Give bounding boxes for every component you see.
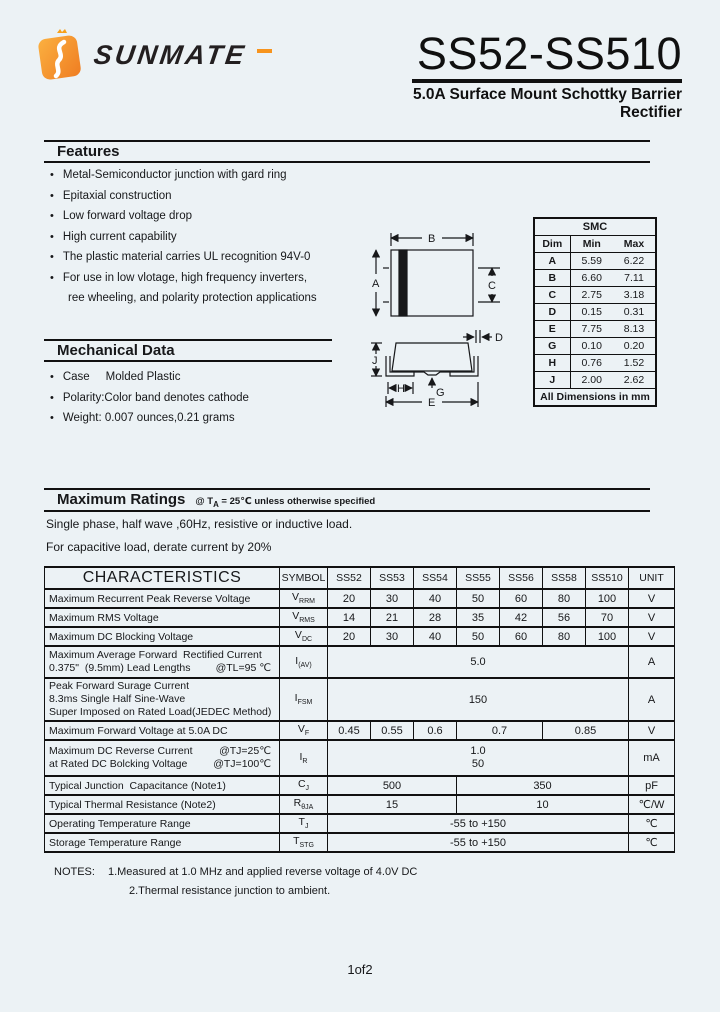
characteristics-table: CHARACTERISTICS SYMBOL SS52 SS53 SS54 SS… [44,566,675,853]
mechanical-item: • Polarity:Color band denotes cathode [50,391,249,404]
dim-label-g: G [436,387,445,399]
mechanical-section: Mechanical Data [44,339,332,362]
bullet-icon: • [50,189,54,202]
notes-label: NOTES: [54,866,95,878]
table-row: Maximum Recurrent Peak Reverse Voltage V… [44,588,675,609]
table-row: Storage Temperature Range TSTG -55 to +1… [44,832,675,853]
table-row: Operating Temperature Range TJ -55 to +1… [44,813,675,834]
symbol-cell: CJ [279,775,328,796]
symbol-cell: VDC [279,626,328,647]
dim-row: H 0.76 1.52 [534,354,657,372]
title-rule [412,79,682,84]
dim-label-a: A [372,278,380,290]
symbol-cell: IFSM [279,677,328,722]
features-title: Features [57,143,120,160]
mechanical-item: • Weight: 0.007 ounces,0.21 grams [50,412,235,424]
symbol-cell: I(AV) [279,645,328,679]
ratings-condition: @ TA = 25℃ unless otherwise specified [195,496,376,509]
title-block: SS52-SS510 5.0A Surface Mount Schottky B… [352,30,682,122]
dim-label-b: B [428,233,435,245]
cathode-band [398,249,408,317]
bullet-icon: • [50,271,54,284]
notes: NOTES: 1.Measured at 1.0 MHz and applied… [54,866,417,897]
brand-logo: SUNMATE [34,28,272,82]
feature-item: • For use in low vlotage, high frequency … [50,271,308,284]
table-row: Maximum DC Reverse Current @TJ=25℃ at Rat… [44,739,675,777]
dim-label-h: H [397,383,405,395]
table-header-row: CHARACTERISTICS SYMBOL SS52 SS53 SS54 SS… [44,566,675,590]
brand-wordmark: SUNMATE [91,39,249,70]
symbol-cell: TJ [279,813,328,834]
features-section: Features [44,140,650,163]
dim-label-j: J [372,355,378,367]
bullet-icon: • [50,251,54,263]
note-1: 1.Measured at 1.0 MHz and applied revers… [107,866,418,878]
smc-dimension-table: SMC Dim Min Max A 5.59 6.22 B 6.60 7.11 C 2.7… [533,217,658,407]
symbol-cell: IR [279,739,328,777]
dim-label-e: E [428,397,435,409]
dim-row: E 7.75 8.13 [534,320,657,338]
table-row: Maximum RMS Voltage VRMS 14 21 28 35 42 … [44,607,675,628]
feature-item: • The plastic material carries UL recogni… [50,251,311,263]
mechanical-item: • Case Molded Plastic [50,371,181,383]
sunmate-logo-icon [38,29,81,80]
brand-accent [256,49,272,53]
dim-row: J 2.00 2.62 [534,371,657,389]
features-list: • Metal-Semiconductor junction with gard … [50,169,317,305]
symbol-cell: VRMS [279,607,328,628]
table-row: Typical Thermal Resistance (Note2) RθJA … [44,794,675,815]
feature-item: • High current capability [50,230,177,243]
table-row: Maximum DC Blocking Voltage VDC 20 30 40… [44,626,675,647]
bullet-icon: • [50,210,54,222]
dim-label-d: D [495,332,503,344]
feature-item-continuation: ree wheeling, and polarity protection ap… [68,292,317,304]
ratings-description: Single phase, half wave ,60Hz, resistive… [46,517,353,554]
mechanical-list: • Case Molded Plastic • Polarity:Color ban… [50,371,249,433]
package-outline-drawing: B A C D J H G E [371,233,503,409]
dim-table-header: Dim Min Max [534,235,657,253]
dim-table-footer: All Dimensions in mm [534,388,657,407]
symbol-cell: VRRM [279,588,328,609]
table-row: Peak Forward Surage Current 8.3ms Single… [44,677,675,722]
symbol-cell: VF [279,720,328,741]
page-subtitle: 5.0A Surface Mount Schottky Barrier Rect… [412,86,682,122]
dim-row: C 2.75 3.18 [534,286,657,304]
page-number: 1of2 [347,962,373,977]
feature-item: • Low forward voltage drop [50,210,192,222]
ratings-title: Maximum Ratings [57,491,186,508]
dim-table-title: SMC [534,218,657,236]
bullet-icon: • [50,391,54,404]
dim-label-c: C [488,280,496,292]
table-row: Typical Junction Capacitance (Note1) CJ … [44,775,675,796]
dim-row: B 6.60 7.11 [534,269,657,287]
bullet-icon: • [50,412,54,424]
note-2: 2.Thermal resistance junction to ambient… [129,885,331,897]
bullet-icon: • [50,230,54,243]
bullet-icon: • [50,169,54,181]
bullet-icon: • [50,371,54,383]
dim-row: A 5.59 6.22 [534,252,657,270]
table-title: CHARACTERISTICS [44,566,280,590]
feature-item: • Metal-Semiconductor junction with gard … [50,169,287,181]
table-row: Maximum Forward Voltage at 5.0A DC VF 0.… [44,720,675,741]
table-row: Maximum Average Forward Rectified Curren… [44,645,675,679]
dim-row: D 0.15 0.31 [534,303,657,321]
symbol-cell: RθJA [279,794,328,815]
feature-item: • Epitaxial construction [50,189,172,202]
mechanical-title: Mechanical Data [57,342,175,359]
symbol-cell: TSTG [279,832,328,853]
dim-row: G 0.10 0.20 [534,337,657,355]
page-title: SS52-SS510 [416,28,682,79]
ratings-section: Maximum Ratings @ TA = 25℃ unless otherw… [44,488,650,512]
